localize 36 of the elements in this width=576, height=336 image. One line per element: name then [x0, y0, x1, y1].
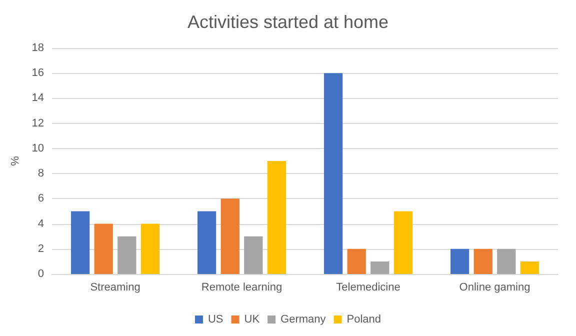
x-tick-label: Online gaming	[459, 282, 530, 294]
bar	[197, 211, 216, 274]
y-axis-title: %	[9, 156, 22, 166]
y-tick-label: 14	[32, 92, 44, 104]
bar	[118, 236, 136, 274]
legend-label: US	[208, 314, 224, 326]
y-tick-label: 12	[32, 117, 44, 130]
bar	[267, 161, 286, 274]
bar	[394, 211, 413, 274]
bar	[520, 261, 540, 274]
legend-label: Germany	[280, 314, 326, 326]
y-tick-label: 0	[38, 268, 44, 280]
y-tick-label: 8	[38, 168, 44, 180]
y-tick-label: 18	[32, 42, 44, 54]
y-tick-label: 6	[38, 192, 44, 205]
x-tick-label: Remote learning	[201, 282, 282, 294]
bar	[497, 248, 516, 274]
legend-label: UK	[244, 314, 260, 326]
bar	[220, 198, 240, 274]
bar	[70, 211, 90, 274]
bar	[244, 236, 263, 274]
x-tick-label: Telemedicine	[336, 282, 400, 294]
y-tick-label: 16	[32, 67, 44, 80]
y-tick-label: 4	[38, 218, 44, 230]
bar	[324, 73, 343, 274]
bar	[370, 261, 390, 274]
bar	[140, 224, 160, 274]
bar	[347, 248, 366, 274]
legend-label: Poland	[346, 314, 382, 326]
bar	[450, 248, 470, 274]
chart-title: Activities started at home	[187, 12, 389, 32]
y-tick-label: 2	[38, 242, 44, 255]
bar	[94, 224, 113, 274]
bar	[474, 248, 492, 274]
x-tick-label: Streaming	[90, 282, 140, 294]
y-tick-label: 10	[32, 142, 44, 154]
